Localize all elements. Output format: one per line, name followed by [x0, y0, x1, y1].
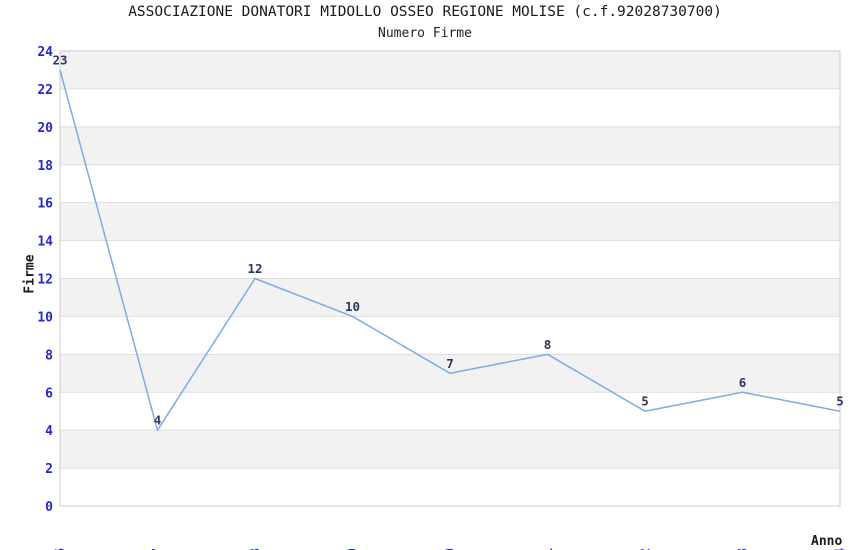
data-point-label: 23 [52, 52, 67, 67]
plot-border [59, 50, 841, 507]
chart-subtitle: Numero Firme [378, 26, 472, 41]
data-point-label: 5 [641, 394, 649, 409]
y-tick-label: 10 [37, 310, 53, 325]
x-tick-label: 2023 [736, 548, 751, 550]
y-tick-label: 24 [37, 45, 53, 60]
y-axis-title: Firme [22, 254, 38, 294]
x-tick-label: 2017 [151, 548, 166, 550]
plot-band [60, 202, 840, 241]
chart-title: ASSOCIAZIONE DONATORI MIDOLLO OSSEO REGI… [128, 4, 722, 20]
data-point-label: 4 [154, 413, 162, 428]
y-tick-label: 0 [45, 500, 53, 515]
y-tick-label: 4 [45, 424, 53, 439]
y-tick-label: 6 [45, 386, 53, 401]
data-point-label: 7 [446, 356, 454, 371]
data-point-label: 6 [739, 375, 747, 390]
x-axis-title: Anno [811, 534, 843, 549]
x-tick-label: 2020 [444, 548, 459, 550]
x-tick-label: 2019 [346, 548, 361, 550]
x-tick-label: 2018 [249, 548, 264, 550]
plot-band [60, 51, 840, 89]
x-tick-label: 2024 [834, 548, 849, 550]
y-tick-label: 16 [37, 197, 53, 212]
data-point-label: 10 [345, 299, 360, 314]
data-point-label: 12 [247, 261, 262, 276]
y-tick-label: 12 [37, 273, 53, 288]
x-tick-label: 2006 [54, 548, 69, 550]
y-tick-label: 2 [45, 462, 53, 477]
x-tick-label: 2021 [541, 548, 556, 550]
plot-band [60, 430, 840, 469]
y-tick-label: 20 [37, 121, 53, 136]
data-point-label: 8 [544, 337, 552, 352]
data-line [59, 69, 841, 431]
y-tick-label: 18 [37, 159, 53, 174]
y-tick-label: 8 [45, 348, 53, 363]
y-tick-label: 22 [37, 83, 53, 98]
y-tick-label: 14 [37, 235, 53, 250]
data-point-label: 5 [836, 394, 844, 409]
plot-band [60, 126, 840, 165]
plot-band [60, 278, 840, 317]
